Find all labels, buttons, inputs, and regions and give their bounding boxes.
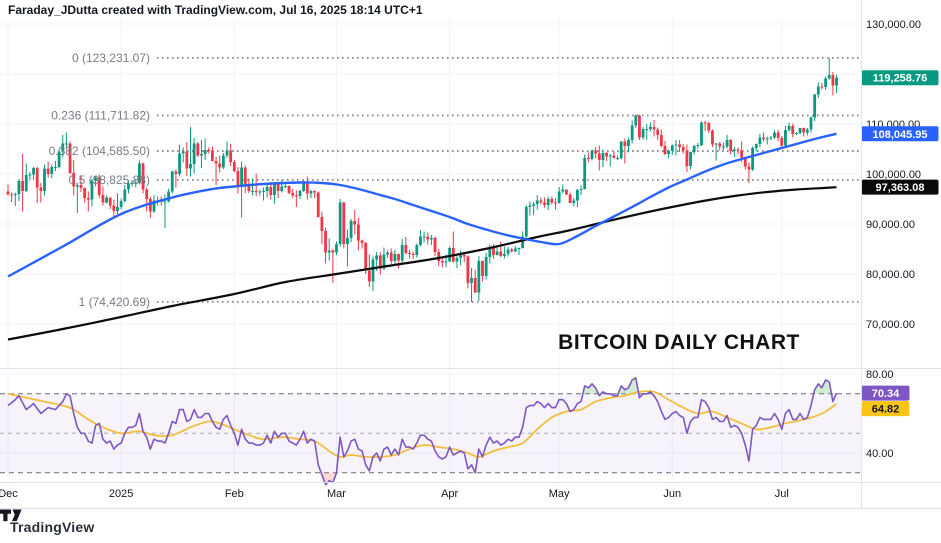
time-axis[interactable]: Dec 2025 Feb Mar Apr May Jun Jul	[0, 488, 789, 500]
svg-text:100,000.00: 100,000.00	[866, 169, 921, 181]
chart-canvas[interactable]: BITCOIN DAILY CHART 0 (123,231.07) 0.236 (…	[0, 0, 941, 508]
svg-text:0.382 (104,585.50): 0.382 (104,585.50)	[49, 144, 150, 158]
fib-labels: 0 (123,231.07) 0.236 (111,711.82) 0.382 (1…	[49, 51, 150, 309]
rsi-badge: 70.34	[861, 385, 910, 401]
svg-text:40.00: 40.00	[866, 448, 894, 460]
svg-text:2025: 2025	[109, 488, 133, 500]
price-badge: 108,045.95	[861, 126, 939, 142]
svg-text:Mar: Mar	[327, 488, 346, 500]
svg-text:90,000.00: 90,000.00	[866, 219, 915, 231]
tradingview-logo-link[interactable]: TradingView	[0, 509, 95, 535]
chart-title: Faraday_JDutta created with TradingView.…	[8, 3, 423, 17]
svg-text:64.82: 64.82	[872, 404, 900, 416]
fib-retracement-lines[interactable]	[157, 56, 861, 303]
chart-annotation-text: BITCOIN DAILY CHART	[558, 331, 800, 354]
svg-text:0 (123,231.07): 0 (123,231.07)	[72, 51, 150, 65]
rsi-badge: 64.82	[861, 401, 910, 417]
svg-text:80.00: 80.00	[866, 369, 894, 381]
footer-bar: TradingView	[0, 508, 941, 543]
svg-text:0.5 (98,825.88): 0.5 (98,825.88)	[69, 173, 150, 187]
rsi-line	[7, 377, 838, 486]
tradingview-logo-text: TradingView	[10, 518, 95, 535]
svg-text:1 (74,420.69): 1 (74,420.69)	[79, 295, 150, 309]
svg-text:80,000.00: 80,000.00	[866, 269, 915, 281]
svg-text:Feb: Feb	[225, 488, 244, 500]
svg-text:70,000.00: 70,000.00	[866, 319, 915, 331]
svg-text:May: May	[549, 488, 570, 500]
svg-text:130,000.00: 130,000.00	[866, 19, 921, 31]
rsi-indicator[interactable]	[7, 377, 838, 486]
svg-text:119,258.76: 119,258.76	[873, 73, 927, 85]
svg-text:Apr: Apr	[441, 488, 458, 500]
svg-text:0.236 (111,711.82): 0.236 (111,711.82)	[51, 108, 150, 122]
tradingview-logo-icon	[0, 509, 22, 522]
ma-fast-line[interactable]	[7, 132, 837, 278]
svg-text:Jul: Jul	[775, 488, 789, 500]
rsi-ma-line	[7, 390, 838, 459]
pane-separators	[0, 0, 941, 508]
price-axis[interactable]: 130,000.00120,000.00110,000.00100,000.00…	[861, 19, 939, 460]
svg-text:Jun: Jun	[663, 488, 681, 500]
ma-slow-line[interactable]	[7, 186, 837, 341]
price-badge: 97,363.08	[861, 179, 939, 195]
svg-text:108,045.95: 108,045.95	[872, 129, 927, 141]
svg-text:Dec: Dec	[0, 488, 18, 500]
svg-text:70.34: 70.34	[872, 388, 900, 400]
svg-text:97,363.08: 97,363.08	[876, 182, 925, 194]
price-badge: 119,258.76	[861, 70, 939, 86]
